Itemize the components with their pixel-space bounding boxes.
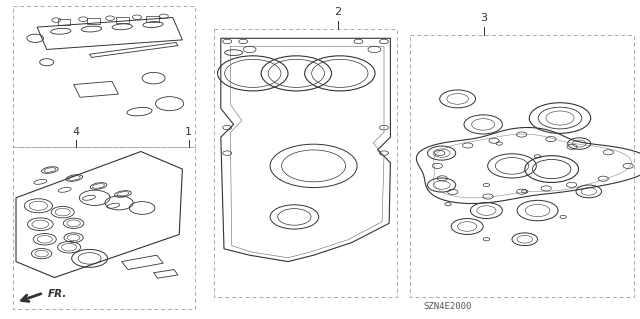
Text: 4: 4 <box>72 127 79 137</box>
Text: 2: 2 <box>334 7 342 17</box>
Text: 1: 1 <box>186 127 192 137</box>
Text: 3: 3 <box>481 13 487 23</box>
Text: SZN4E2000: SZN4E2000 <box>424 302 472 311</box>
Text: FR.: FR. <box>48 289 67 299</box>
